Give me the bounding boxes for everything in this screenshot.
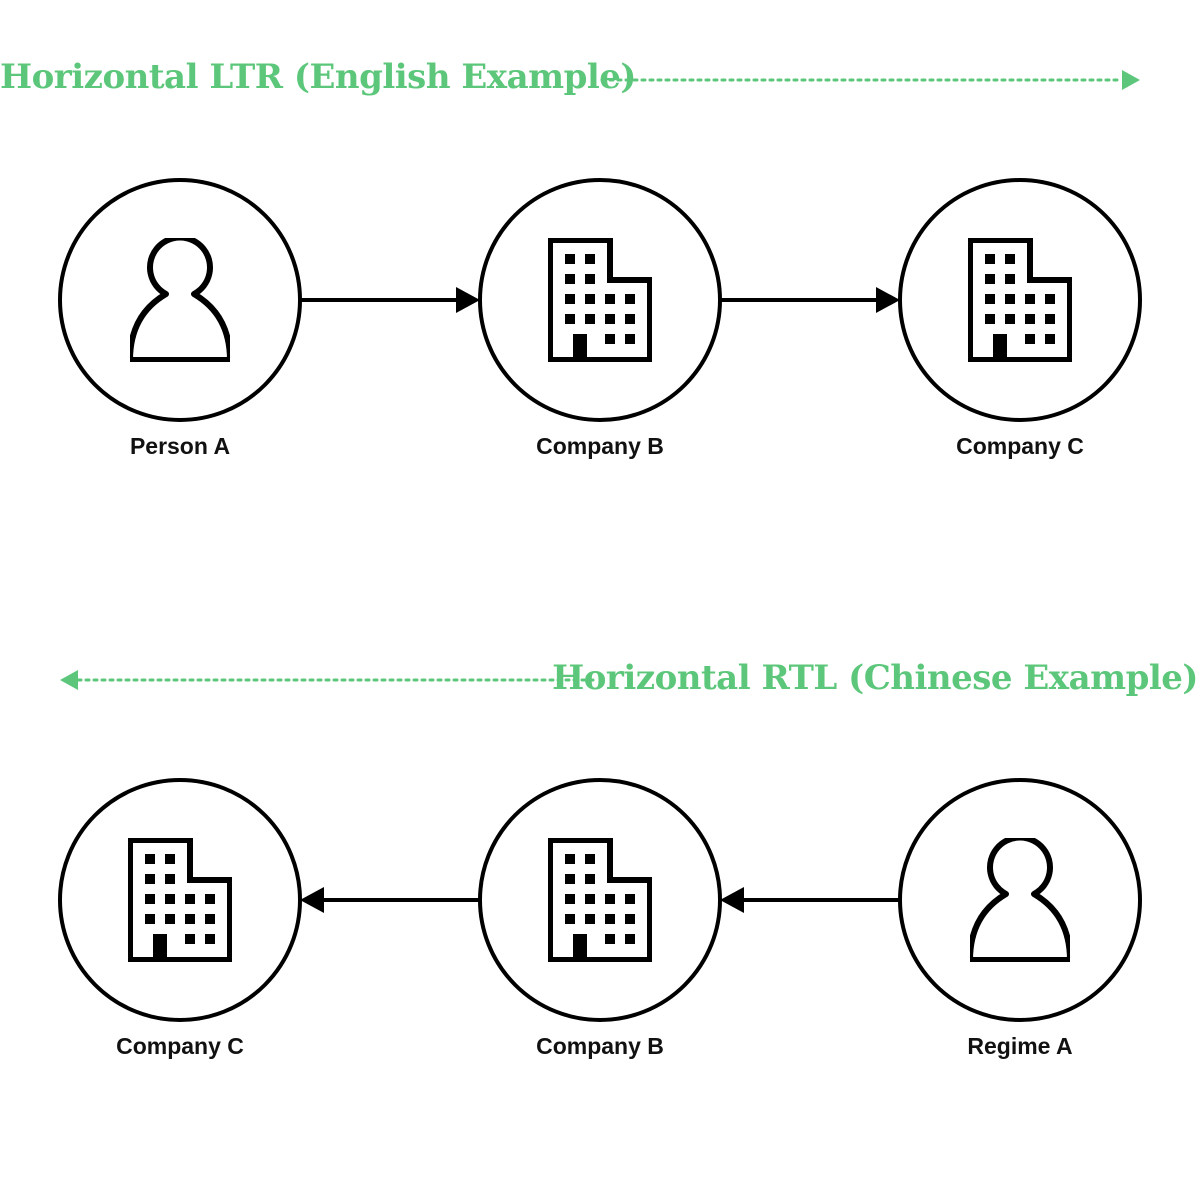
node-label: Person A xyxy=(129,433,231,459)
node-label: Company C xyxy=(116,1033,244,1059)
node-label: Company C xyxy=(956,433,1084,459)
edge-arrow xyxy=(720,887,900,913)
section-heading-rtl: Horizontal RTL (Chinese Example) xyxy=(552,658,1198,698)
node-label: Company B xyxy=(536,433,664,459)
node-person-a xyxy=(58,178,302,422)
node-company-c xyxy=(58,778,302,1022)
edge-arrow xyxy=(720,287,900,313)
node-company-c xyxy=(898,178,1142,422)
node-regime-a xyxy=(898,778,1142,1022)
direction-arrow-rtl xyxy=(60,670,600,690)
node-label: Regime A xyxy=(967,1033,1073,1059)
edge-arrow xyxy=(300,287,480,313)
edge-arrow xyxy=(300,887,480,913)
node-label: Company B xyxy=(536,1033,664,1059)
node-company-b xyxy=(478,178,722,422)
direction-arrow-ltr xyxy=(600,70,1140,90)
section-heading-ltr: Horizontal LTR (English Example) xyxy=(0,57,636,97)
node-company-b xyxy=(478,778,722,1022)
